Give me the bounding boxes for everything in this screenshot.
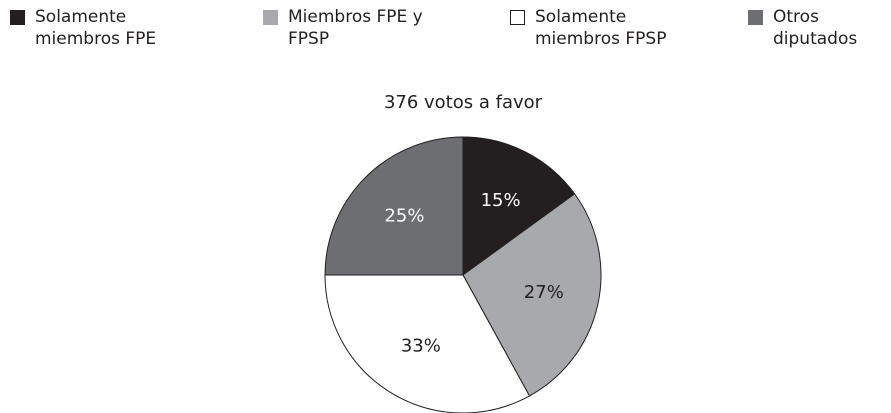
pie-slice [324,136,464,276]
pie-slice [324,274,531,413]
data-label: 27% [524,282,564,303]
legend-label: Miembros FPE y FPSP [288,7,423,49]
legend-swatch [10,10,25,25]
legend-swatch [748,10,763,25]
legend-label: Solamente miembros FPSP [535,7,667,49]
data-label: 15% [481,190,521,211]
data-label: 25% [384,205,424,226]
chart-title: 376 votos a favor [384,92,543,113]
pie-slice [462,193,602,397]
legend-swatch [510,10,525,25]
legend-swatch [263,10,278,25]
legend: Solamente miembros FPE Miembros FPE y FPS… [0,0,891,70]
legend-label: Otros diputados [773,7,858,49]
legend-label: Solamente miembros FPE [35,7,157,49]
data-label: 33% [401,335,441,356]
pie-slice [462,136,576,276]
